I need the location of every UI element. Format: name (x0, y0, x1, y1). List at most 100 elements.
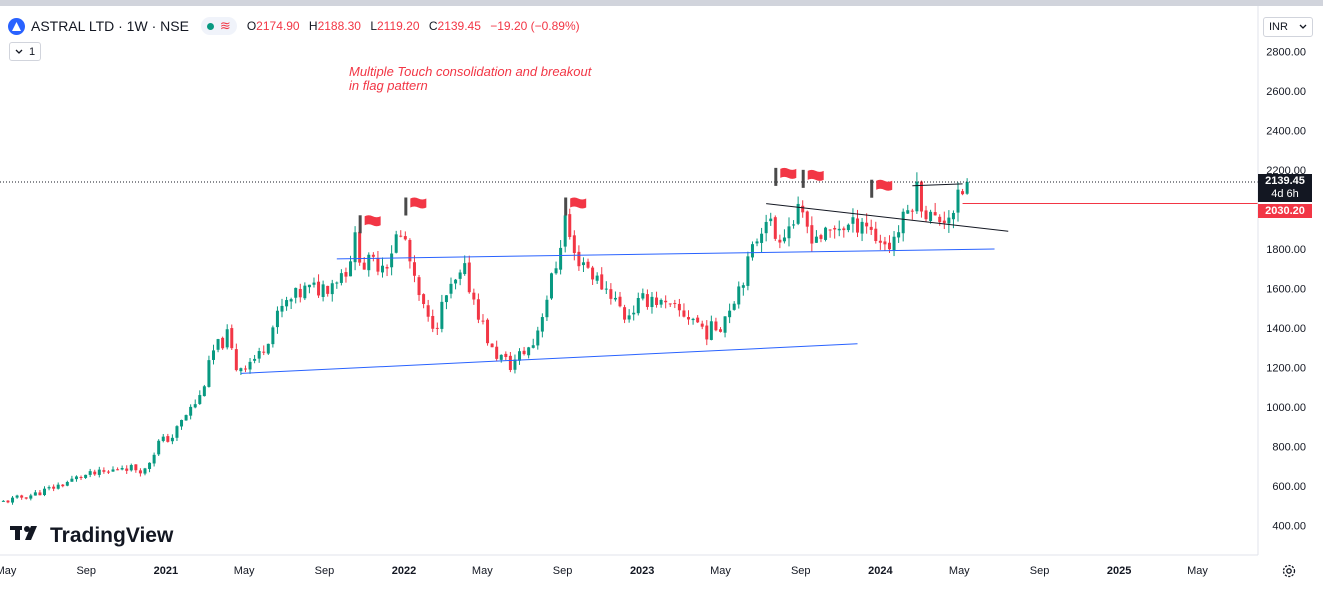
open-value: 2174.90 (256, 19, 300, 33)
candle-body (358, 231, 362, 263)
y-tick-label: 2600.00 (1266, 86, 1306, 98)
y-tick-label: 400.00 (1272, 521, 1306, 533)
candle-body (97, 469, 101, 475)
candle-body (134, 464, 138, 471)
candle-body (303, 285, 307, 299)
x-tick-label: 2021 (154, 565, 178, 577)
status-pill[interactable]: ≋ (200, 17, 237, 35)
candle-body (422, 294, 426, 305)
candle-body (787, 226, 791, 239)
x-tick-label: May (949, 565, 970, 577)
y-tick-label: 1000.00 (1266, 402, 1306, 414)
x-tick-label: 2023 (630, 565, 654, 577)
black-trendline[interactable] (912, 183, 963, 187)
y-tick-label: 2800.00 (1266, 47, 1306, 59)
candle-body (6, 500, 10, 503)
candle-body (29, 495, 33, 499)
flag-icon[interactable] (774, 167, 797, 186)
candle-body (919, 181, 923, 212)
candle-body (792, 224, 796, 226)
candle-body (513, 359, 517, 370)
last-price-label: 2139.45 4d 6h (1258, 174, 1312, 202)
flag-icon[interactable] (564, 197, 587, 216)
candle-body (129, 465, 133, 471)
blue-trendline[interactable] (336, 248, 995, 260)
blue-trendline[interactable] (240, 343, 858, 374)
candle-body (942, 220, 946, 224)
candle-body (641, 293, 645, 299)
y-tick-label: 1200.00 (1266, 363, 1306, 375)
candle-body (595, 275, 599, 281)
time-axis[interactable]: May Sep 2021 May Sep 2022 May Sep 2023 May Sep 2024… (0, 565, 1208, 577)
candle-body (42, 488, 46, 496)
candle-body (349, 261, 353, 277)
candle-body (403, 236, 407, 240)
candle-body (846, 224, 850, 231)
symbol-title[interactable]: ASTRAL LTD · 1W · NSE (31, 18, 189, 34)
candle-body (234, 349, 238, 371)
candle-body (778, 239, 782, 243)
candle-body (504, 353, 508, 357)
candle-body (481, 320, 485, 322)
candle-body (737, 286, 741, 305)
ohlc-values: O2174.90 H2188.30 L2119.20 C2139.45 −19.… (246, 19, 580, 33)
candle-body (750, 244, 754, 258)
candle-body (463, 263, 467, 275)
candle-body (586, 261, 590, 268)
candle-body (79, 477, 83, 479)
candle-body (947, 217, 951, 224)
candle-body (961, 191, 965, 195)
candle-body (143, 468, 147, 474)
currency-select[interactable]: INR (1263, 17, 1313, 37)
indicator-toggle[interactable]: 1 (9, 42, 41, 61)
flag-icon[interactable] (870, 179, 893, 198)
status-dot-icon (206, 22, 214, 30)
candle-body (472, 292, 476, 300)
candle-body (600, 274, 604, 290)
candle-body (673, 303, 677, 305)
candle-body (604, 288, 608, 290)
candle-body (865, 222, 869, 227)
tradingview-branding[interactable]: TradingView (10, 524, 173, 548)
candle-body (454, 279, 458, 284)
x-tick-label: 2024 (868, 565, 893, 577)
annotation-line-1: Multiple Touch consolidation and breakou… (349, 64, 592, 79)
flag-icon[interactable] (801, 169, 824, 188)
candle-body (362, 262, 366, 270)
flag-icon[interactable] (358, 215, 381, 234)
candle-body (824, 227, 828, 240)
candle-body (499, 354, 503, 360)
candle-body (650, 296, 654, 308)
candle-body (399, 235, 403, 237)
candle-body (230, 328, 234, 349)
candle-body (20, 495, 24, 498)
candle-body (910, 210, 914, 212)
x-tick-label: May (710, 565, 731, 577)
candle-body (412, 262, 416, 276)
candle-body (577, 251, 581, 267)
tradingview-logo-icon (10, 524, 42, 548)
flag-icon[interactable] (404, 197, 427, 216)
black-trendline[interactable] (766, 203, 1009, 232)
candle-body (152, 454, 156, 464)
high-value: 2188.30 (317, 19, 361, 33)
candle-body (687, 317, 691, 320)
candle-body (869, 226, 873, 230)
candle-body (874, 228, 878, 242)
x-tick-label: May (0, 565, 17, 577)
price-axis[interactable]: 2800.002600.002400.002200.002000.001800.… (1266, 47, 1306, 533)
flag-markers (358, 167, 893, 234)
candle-body (1, 500, 5, 502)
candle-body (490, 343, 494, 348)
candle-body (202, 386, 206, 397)
settings-gear-icon[interactable] (1281, 563, 1297, 579)
candle-body (627, 315, 631, 320)
candle-body (705, 325, 709, 340)
chart-annotation[interactable]: Multiple Touch consolidation and breakou… (349, 65, 591, 93)
y-tick-label: 1800.00 (1266, 244, 1306, 256)
candle-body (371, 254, 375, 257)
x-tick-label: Sep (1030, 565, 1050, 577)
candle-body (769, 218, 773, 222)
candle-body (833, 227, 837, 230)
